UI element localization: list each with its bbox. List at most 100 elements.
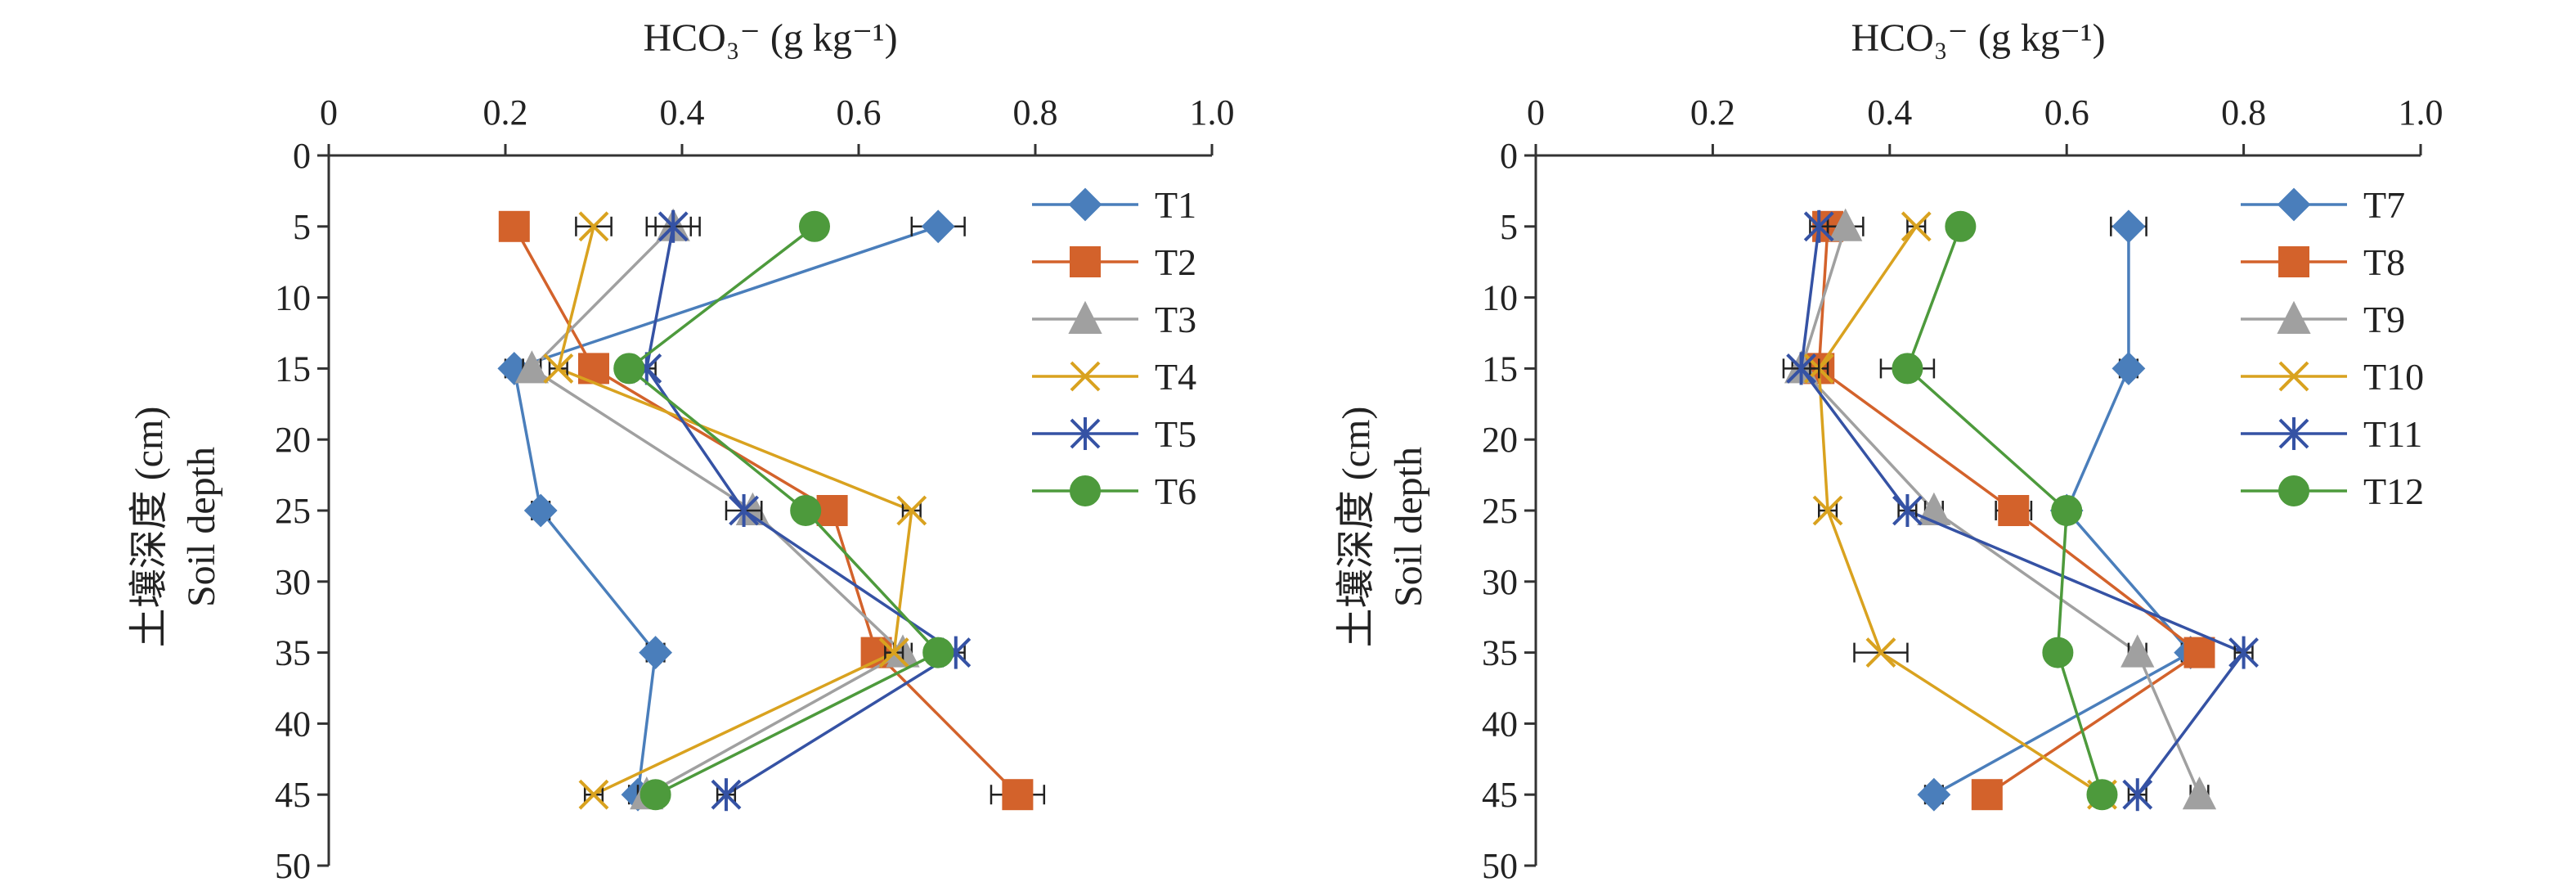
- data-point-T7: [2112, 209, 2146, 244]
- y-tick-label: 20: [275, 420, 311, 460]
- data-point-T12: [1945, 210, 1977, 242]
- data-point-T10: [1865, 637, 1896, 668]
- legend-marker: [2277, 187, 2311, 222]
- series-line-T6: [626, 225, 941, 796]
- legend-marker: [2278, 361, 2309, 392]
- data-point-T1: [921, 209, 955, 244]
- x-axis-title: HCO₃⁻ (g kg⁻¹): [1851, 16, 2105, 60]
- legend-label: T2: [1155, 241, 1196, 283]
- x-tick-label: 0: [1527, 92, 1545, 133]
- data-point-T10: [1812, 495, 1843, 526]
- legend-label: T4: [1155, 356, 1196, 398]
- y-tick-label: 35: [1482, 633, 1518, 673]
- y-tick-label: 40: [275, 704, 311, 744]
- series-T12: [1879, 210, 2118, 811]
- data-point-T6: [640, 779, 671, 811]
- y-tick-label: 10: [1482, 278, 1518, 318]
- data-point-T8: [1998, 495, 2030, 526]
- data-point-T9: [1917, 492, 1951, 525]
- y-tick-label: 45: [275, 775, 311, 815]
- data-point-T2: [498, 210, 530, 242]
- data-point-T4: [878, 637, 909, 668]
- legend-item-T8: T8: [2241, 241, 2405, 283]
- series-T5: [631, 209, 972, 812]
- x-tick-label: 0.6: [837, 92, 882, 133]
- legend-label: T3: [1155, 299, 1196, 340]
- y-axis-title-en: Soil depth: [1387, 447, 1430, 607]
- legend-marker: [1070, 417, 1101, 450]
- legend-marker: [2278, 475, 2309, 506]
- y-axis-title-en: Soil depth: [180, 447, 223, 607]
- x-tick-label: 0.2: [1690, 92, 1735, 133]
- data-point-T12: [2042, 637, 2074, 668]
- legend-item-T1: T1: [1032, 184, 1196, 226]
- x-tick-label: 0: [320, 92, 338, 133]
- legend-item-T7: T7: [2241, 184, 2405, 226]
- legend-label: T8: [2363, 241, 2405, 283]
- y-tick-label: 15: [1482, 349, 1518, 389]
- data-point-T11: [2122, 778, 2153, 812]
- series-T2: [498, 210, 1046, 811]
- series-T4: [543, 211, 927, 810]
- y-tick-label: 5: [293, 207, 311, 247]
- x-tick-label: 0.8: [1013, 92, 1058, 133]
- data-point-T2: [816, 495, 848, 526]
- legend-marker: [1070, 246, 1101, 277]
- data-point-T4: [896, 495, 927, 526]
- data-point-T11: [1803, 209, 1834, 243]
- data-point-T4: [578, 211, 609, 242]
- data-point-T5: [729, 494, 760, 527]
- chart-panel-2: HCO₃⁻ (g kg⁻¹) 0 0.2 0.4 0.6 0.8 1.0 0 5 10 15 20 25…: [1335, 16, 2444, 886]
- y-tick-label: 35: [275, 633, 311, 673]
- x-tick-label: 0.2: [483, 92, 528, 133]
- legend-item-T3: T3: [1032, 299, 1196, 340]
- legend-label: T7: [2363, 184, 2405, 226]
- data-point-T9: [2120, 634, 2155, 668]
- x-tick-label: 0.4: [1867, 92, 1912, 133]
- y-tick-label: 25: [275, 491, 311, 531]
- series-T6: [613, 210, 954, 811]
- legend-marker: [2277, 300, 2311, 334]
- legend-label: T5: [1155, 413, 1196, 455]
- data-point-T8: [1971, 779, 2003, 811]
- x-axis-title: HCO₃⁻ (g kg⁻¹): [643, 16, 897, 60]
- x-tick-label: 1.0: [2399, 92, 2444, 133]
- data-point-T6: [922, 637, 954, 668]
- y-tick-label: 15: [275, 349, 311, 389]
- legend-marker: [1070, 361, 1101, 392]
- data-point-T7: [1917, 777, 1951, 812]
- y-tick-label: 50: [1482, 846, 1518, 886]
- y-tick-label: 0: [1500, 136, 1518, 176]
- legend-marker: [1070, 475, 1101, 506]
- data-point-T5: [657, 209, 689, 243]
- y-tick-label: 30: [1482, 562, 1518, 602]
- data-point-T7: [2112, 351, 2146, 385]
- legend-label: T11: [2363, 413, 2422, 455]
- y-tick-label: 25: [1482, 491, 1518, 531]
- data-point-T4: [543, 353, 574, 384]
- data-point-T11: [1786, 352, 1817, 385]
- y-tick-label: 50: [275, 846, 311, 886]
- legend-label: T1: [1155, 184, 1196, 226]
- legend-label: T6: [1155, 470, 1196, 512]
- legend-item-T9: T9: [2241, 299, 2405, 340]
- data-point-T9: [1829, 208, 1863, 241]
- data-point-T12: [2086, 779, 2118, 811]
- y-axis-title-cn: 土壤深度 (cm): [1335, 407, 1378, 648]
- series-T11: [1782, 209, 2260, 812]
- x-tick-label: 0.4: [660, 92, 705, 133]
- data-point-T3: [514, 350, 550, 384]
- data-point-T6: [613, 353, 645, 385]
- y-tick-label: 5: [1500, 207, 1518, 247]
- y-tick-label: 10: [275, 278, 311, 318]
- data-point-T10: [1901, 211, 1932, 242]
- legend-item-T2: T2: [1032, 241, 1196, 283]
- data-point-T4: [578, 779, 609, 810]
- legend-marker: [2278, 246, 2309, 277]
- x-tick-label: 0.6: [2044, 92, 2089, 133]
- legend-item-T11: T11: [2241, 413, 2422, 455]
- y-tick-label: 40: [1482, 704, 1518, 744]
- data-point-T1: [639, 636, 673, 670]
- data-point-T2: [1002, 779, 1034, 811]
- y-tick-label: 20: [1482, 420, 1518, 460]
